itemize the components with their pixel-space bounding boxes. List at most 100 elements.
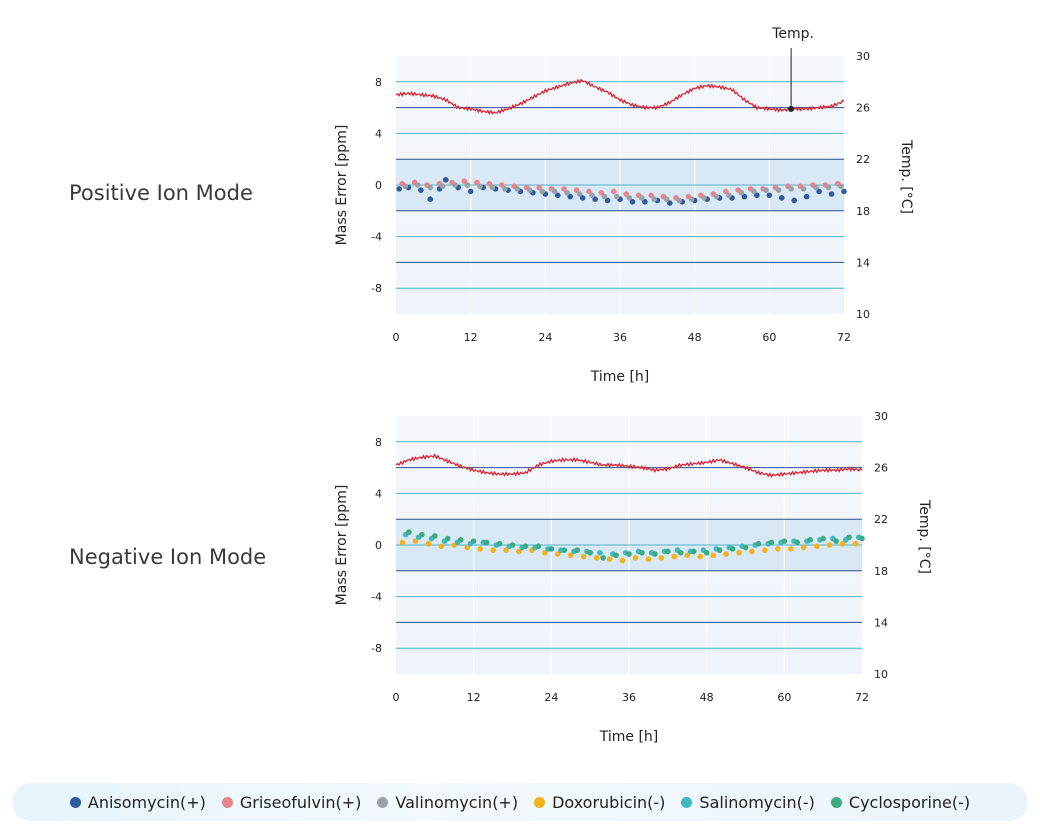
data-point-valinomycin bbox=[614, 193, 620, 200]
data-point-anisomycin bbox=[604, 197, 611, 204]
data-point-griseofulvin bbox=[610, 188, 617, 195]
y-tick-label: 4 bbox=[375, 487, 382, 500]
y2-tick-label: 10 bbox=[874, 668, 888, 681]
data-point-valinomycin bbox=[750, 188, 757, 195]
data-point-griseofulvin bbox=[598, 189, 605, 196]
data-point-anisomycin bbox=[567, 193, 574, 200]
data-point-anisomycin bbox=[554, 192, 561, 199]
data-point-cyclosporine bbox=[639, 549, 645, 556]
x-tick-label: 48 bbox=[688, 331, 702, 344]
data-point-griseofulvin bbox=[586, 188, 592, 195]
data-point-doxorubicin bbox=[412, 538, 419, 544]
x-tick-label: 72 bbox=[837, 331, 851, 344]
data-point-doxorubicin bbox=[580, 553, 587, 560]
y2-tick-label: 14 bbox=[874, 616, 888, 629]
data-point-cyclosporine bbox=[432, 533, 438, 539]
data-point-doxorubicin bbox=[464, 544, 470, 551]
data-point-valinomycin bbox=[825, 184, 832, 191]
legend-dot-icon bbox=[534, 796, 546, 808]
data-point-anisomycin bbox=[418, 187, 424, 193]
y2-tick-label: 22 bbox=[856, 153, 870, 166]
data-point-cyclosporine bbox=[509, 542, 516, 548]
data-point-doxorubicin bbox=[555, 551, 561, 557]
data-point-griseofulvin bbox=[474, 179, 480, 186]
y2-tick-label: 10 bbox=[856, 308, 870, 321]
y2-tick-label: 14 bbox=[856, 256, 870, 269]
data-point-cyclosporine bbox=[755, 540, 762, 547]
data-point-valinomycin bbox=[775, 187, 782, 193]
y2-tick-label: 18 bbox=[856, 205, 870, 218]
data-point-valinomycin bbox=[514, 186, 521, 192]
data-point-anisomycin bbox=[778, 195, 785, 201]
y-tick-label: 8 bbox=[375, 76, 382, 89]
data-point-doxorubicin bbox=[567, 552, 574, 559]
temperature-line bbox=[395, 78, 845, 115]
data-point-cyclosporine bbox=[483, 539, 490, 546]
data-point-valinomycin bbox=[701, 195, 707, 201]
data-point-doxorubicin bbox=[800, 544, 807, 551]
data-point-anisomycin bbox=[803, 193, 810, 200]
data-point-valinomycin bbox=[502, 186, 508, 192]
data-point-valinomycin bbox=[813, 184, 819, 191]
data-point-anisomycin bbox=[396, 186, 402, 192]
x-tick-label: 48 bbox=[700, 691, 714, 704]
data-point-doxorubicin bbox=[503, 547, 509, 553]
legend-item-doxorubicin: Doxorubicin(-) bbox=[534, 793, 665, 812]
data-point-valinomycin bbox=[402, 183, 409, 190]
data-point-cyclosporine bbox=[548, 546, 555, 552]
data-point-doxorubicin bbox=[736, 549, 742, 556]
legend-label: Cyclosporine(-) bbox=[848, 792, 971, 812]
x-axis-title: Time [h] bbox=[590, 369, 650, 385]
data-point-valinomycin bbox=[452, 182, 458, 188]
data-point-cyclosporine bbox=[820, 535, 826, 542]
data-point-valinomycin bbox=[838, 183, 844, 190]
data-point-cyclosporine bbox=[419, 531, 425, 538]
data-point-valinomycin bbox=[788, 186, 794, 192]
y-tick-label: 8 bbox=[375, 436, 382, 449]
data-point-valinomycin bbox=[539, 188, 546, 195]
data-point-doxorubicin bbox=[542, 549, 548, 556]
data-point-doxorubicin bbox=[762, 547, 768, 553]
temp-annotation-label: Temp. bbox=[771, 26, 814, 42]
data-point-valinomycin bbox=[464, 182, 471, 188]
data-point-anisomycin bbox=[841, 188, 847, 195]
data-point-cyclosporine bbox=[807, 537, 814, 543]
y2-tick-label: 18 bbox=[874, 565, 888, 578]
data-point-anisomycin bbox=[754, 192, 760, 199]
legend-label: Salinomycin(-) bbox=[699, 792, 815, 812]
data-point-valinomycin bbox=[526, 187, 533, 193]
data-point-valinomycin bbox=[477, 183, 483, 190]
data-point-doxorubicin bbox=[813, 543, 820, 550]
data-point-griseofulvin bbox=[461, 178, 468, 184]
data-point-doxorubicin bbox=[658, 555, 665, 561]
data-point-griseofulvin bbox=[561, 186, 567, 192]
data-point-doxorubicin bbox=[723, 551, 729, 557]
x-tick-label: 12 bbox=[467, 691, 481, 704]
data-point-cyclosporine bbox=[613, 552, 619, 559]
legend-label: Doxorubicin(-) bbox=[552, 792, 666, 812]
legend-item-valinomycin: Valinomycin(+) bbox=[377, 793, 518, 812]
temperature-line bbox=[395, 453, 863, 479]
data-point-griseofulvin bbox=[648, 192, 654, 199]
x-axis-title: Time [h] bbox=[599, 729, 659, 745]
data-point-cyclosporine bbox=[768, 539, 775, 546]
data-point-anisomycin bbox=[828, 191, 835, 197]
x-tick-label: 60 bbox=[777, 691, 791, 704]
data-point-cyclosporine bbox=[781, 538, 788, 544]
data-point-doxorubicin bbox=[619, 557, 626, 564]
data-point-cyclosporine bbox=[587, 549, 593, 556]
legend-item-griseofulvin: Griseofulvin(+) bbox=[221, 793, 361, 812]
y-tick-label: -8 bbox=[371, 642, 382, 655]
data-point-cyclosporine bbox=[690, 548, 697, 555]
data-point-cyclosporine bbox=[833, 538, 839, 544]
y-tick-label: -8 bbox=[371, 282, 382, 295]
x-tick-label: 0 bbox=[393, 331, 400, 344]
data-point-doxorubicin bbox=[684, 552, 691, 559]
data-point-anisomycin bbox=[579, 195, 586, 201]
data-point-griseofulvin bbox=[498, 182, 505, 188]
data-point-valinomycin bbox=[427, 184, 434, 191]
data-point-valinomycin bbox=[576, 191, 583, 197]
data-point-doxorubicin bbox=[516, 548, 522, 555]
data-point-cyclosporine bbox=[716, 547, 723, 553]
